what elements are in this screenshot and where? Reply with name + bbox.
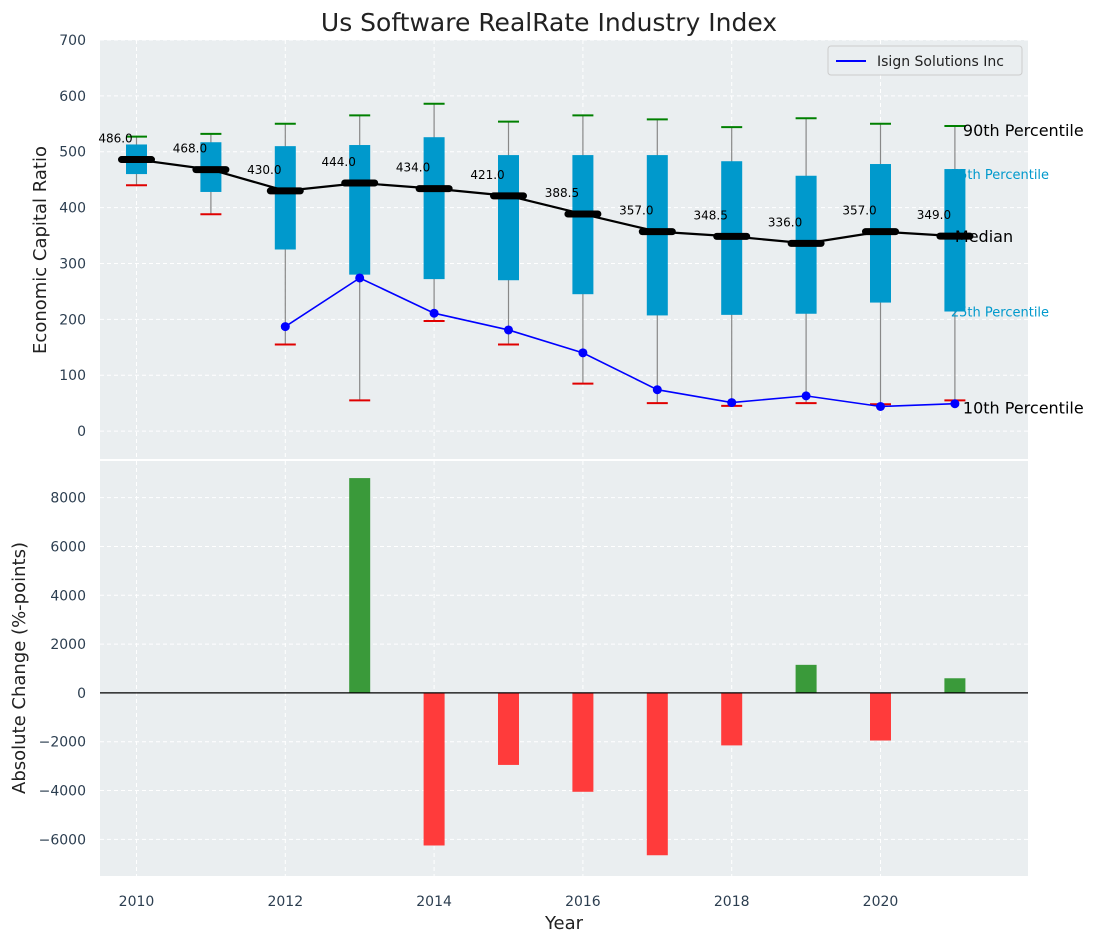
- legend-box: [827, 45, 1023, 76]
- percentile-box: [274, 146, 296, 250]
- top-y-tick-label: 100: [59, 368, 86, 384]
- change-bar: [423, 692, 445, 846]
- bottom-bars: [349, 478, 966, 856]
- bottom-y-tick-label: −4000: [39, 784, 86, 800]
- percentile-box: [349, 145, 371, 275]
- company-series-point: [280, 322, 290, 332]
- median-value-label: 468.0: [173, 142, 207, 156]
- median-value-label: 430.0: [247, 163, 281, 177]
- x-tick-label: 2016: [565, 894, 601, 910]
- median-annotation: Median: [955, 227, 1013, 246]
- top-y-ticks: 0 100 200 300 400 500 600 700: [59, 33, 86, 440]
- top-y-tick-label: 400: [59, 201, 86, 217]
- change-bar: [349, 478, 371, 693]
- p90-annotation: 90th Percentile: [963, 121, 1084, 140]
- percentile-box: [944, 169, 966, 312]
- bottom-x-ticks: 2010 2012 2014 2016 2018 2020: [119, 894, 899, 910]
- bottom-y-ticks: −6000 −4000 −2000 0 2000 4000 6000 8000: [39, 491, 86, 849]
- top-y-axis-label: Economic Capital Ratio: [30, 146, 51, 354]
- top-y-tick-label: 0: [77, 424, 86, 440]
- median-value-label: 421.0: [470, 168, 504, 182]
- x-axis-label: Year: [544, 913, 584, 934]
- company-series-point: [652, 385, 662, 395]
- bottom-plot-background: [100, 461, 1028, 876]
- top-panel: 0 100 200 300 400 500 600 700 486.0 468.0 430.0 44…: [30, 33, 1084, 459]
- percentile-box: [498, 155, 519, 281]
- top-y-tick-label: 600: [59, 89, 86, 105]
- company-series-point: [578, 348, 588, 358]
- percentile-box: [423, 137, 445, 280]
- change-bar: [572, 692, 594, 792]
- company-series-point: [355, 273, 365, 283]
- company-series-point: [801, 391, 811, 401]
- bottom-y-tick-label: −6000: [39, 832, 86, 848]
- company-series-point: [504, 325, 513, 335]
- top-y-tick-label: 200: [59, 312, 86, 328]
- p75-annotation: 75th Percentile: [951, 168, 1049, 183]
- median-value-label: 348.5: [694, 208, 728, 222]
- p25-annotation: 25th Percentile: [951, 306, 1049, 321]
- bottom-y-tick-label: 0: [77, 686, 86, 702]
- median-value-label: 388.5: [545, 186, 579, 200]
- bottom-y-tick-label: −2000: [39, 735, 86, 751]
- legend-label: Isign Solutions Inc: [877, 54, 1004, 70]
- median-value-label: 357.0: [619, 204, 653, 218]
- p10-annotation: 10th Percentile: [963, 399, 1084, 418]
- company-series-line: [284, 277, 955, 408]
- top-series: [280, 273, 960, 411]
- company-series-point: [727, 398, 737, 408]
- x-tick-label: 2018: [714, 894, 750, 910]
- top-annotations: 90th Percentile 75th Percentile Median 25th…: [951, 121, 1084, 418]
- x-tick-label: 2020: [863, 894, 899, 910]
- top-boxes: 486.0 468.0 430.0 444.0 434.0 421.0 388.5 357.0…: [98, 102, 974, 407]
- change-bar: [870, 692, 891, 741]
- median-value-label: 486.0: [98, 132, 132, 146]
- x-tick-label: 2012: [267, 894, 303, 910]
- bottom-y-axis-label: Absolute Change (%-points): [9, 542, 30, 794]
- top-y-tick-label: 500: [59, 145, 86, 161]
- change-bar: [795, 664, 817, 693]
- change-bar: [721, 692, 743, 746]
- percentile-box: [572, 155, 594, 295]
- company-series-point: [876, 401, 885, 411]
- bottom-y-tick-label: 4000: [50, 588, 86, 604]
- bottom-y-tick-label: 6000: [50, 539, 86, 555]
- chart-title: Us Software RealRate Industry Index: [321, 8, 777, 37]
- median-value-label: 357.0: [842, 204, 876, 218]
- company-series-point: [429, 308, 439, 318]
- x-tick-label: 2010: [119, 894, 155, 910]
- change-bar: [944, 678, 966, 693]
- percentile-box: [646, 155, 668, 316]
- top-y-tick-label: 300: [59, 256, 86, 272]
- legend: Isign Solutions Inc: [827, 45, 1023, 76]
- bottom-y-tick-label: 8000: [50, 491, 86, 507]
- median-value-label: 349.0: [917, 208, 951, 222]
- median-value-label: 434.0: [396, 161, 430, 175]
- top-y-tick-label: 700: [59, 33, 86, 49]
- median-value-label: 336.0: [768, 215, 802, 229]
- median-value-label: 444.0: [322, 155, 356, 169]
- change-bar: [498, 692, 519, 765]
- x-tick-label: 2014: [416, 894, 452, 910]
- change-bar: [646, 692, 668, 856]
- company-series-point: [950, 399, 960, 409]
- top-grid: [100, 39, 1028, 459]
- bottom-y-tick-label: 2000: [50, 637, 86, 653]
